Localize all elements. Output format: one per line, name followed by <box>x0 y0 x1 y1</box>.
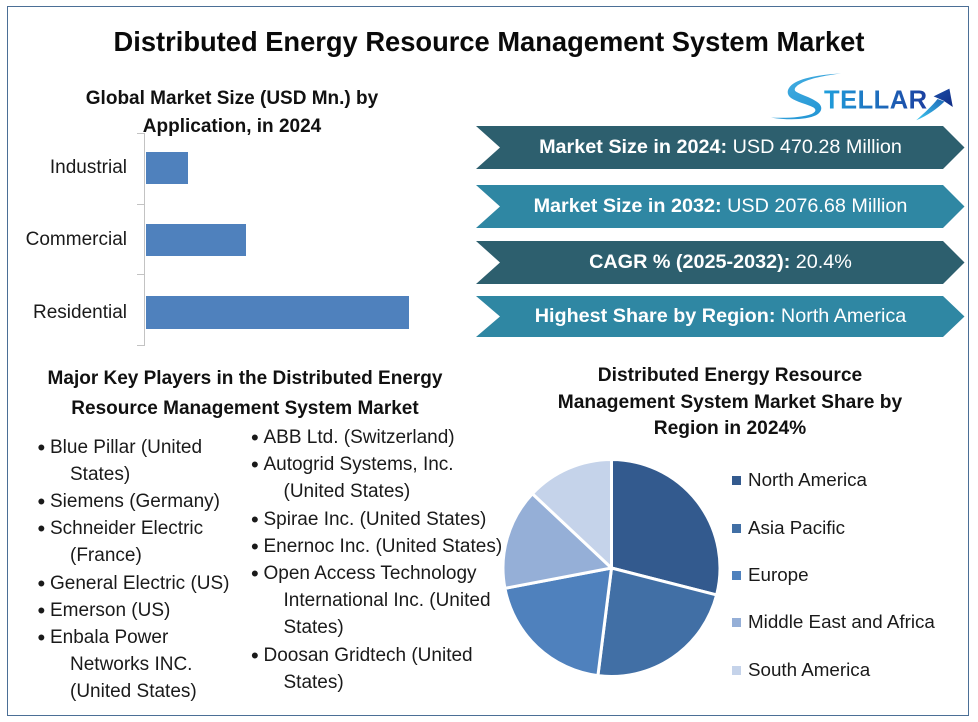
svg-text:TELLAR: TELLAR <box>824 87 928 115</box>
